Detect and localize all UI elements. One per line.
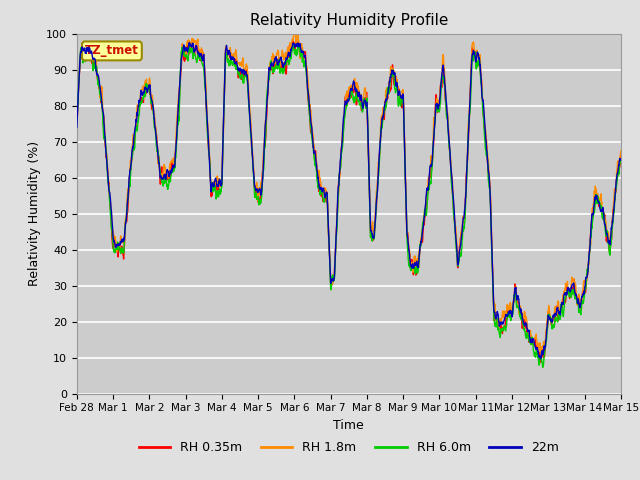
RH 6.0m [289,41,297,47]
RH 6.0m [323,192,331,197]
22m [617,157,625,163]
RH 6.0m [100,134,108,140]
RH 6.0m [617,159,625,165]
RH 6.0m [539,364,547,370]
22m [602,222,609,228]
22m [338,144,346,150]
RH 0.35m [617,153,625,158]
RH 1.8m [602,218,609,224]
RH 0.35m [537,360,545,365]
RH 0.35m [289,36,296,42]
22m [537,356,545,362]
RH 1.8m [100,127,108,133]
RH 1.8m [290,31,298,36]
22m [73,124,81,130]
RH 1.8m [338,144,346,150]
RH 0.35m [338,145,346,151]
Line: 22m: 22m [77,42,621,359]
RH 1.8m [73,110,81,116]
Line: RH 0.35m: RH 0.35m [77,39,621,362]
RH 0.35m [602,224,609,229]
X-axis label: Time: Time [333,419,364,432]
Legend: RH 0.35m, RH 1.8m, RH 6.0m, 22m: RH 0.35m, RH 1.8m, RH 6.0m, 22m [134,436,564,459]
22m [602,225,609,230]
Line: RH 1.8m: RH 1.8m [77,34,621,355]
Text: TZ_tmet: TZ_tmet [85,44,139,58]
RH 6.0m [73,118,81,123]
22m [186,39,193,45]
RH 0.35m [502,320,509,325]
RH 1.8m [502,311,509,317]
Line: RH 6.0m: RH 6.0m [77,44,621,367]
RH 1.8m [602,217,609,223]
RH 6.0m [602,228,609,233]
RH 1.8m [537,352,545,358]
22m [502,314,509,320]
RH 6.0m [338,150,346,156]
Y-axis label: Relativity Humidity (%): Relativity Humidity (%) [28,141,40,286]
22m [323,192,331,198]
RH 0.35m [323,191,331,196]
RH 6.0m [602,230,609,236]
RH 6.0m [502,327,509,333]
RH 1.8m [323,194,331,200]
RH 0.35m [73,129,81,134]
RH 0.35m [100,133,108,139]
RH 0.35m [602,223,609,229]
Title: Relativity Humidity Profile: Relativity Humidity Profile [250,13,448,28]
RH 1.8m [617,148,625,154]
22m [100,129,108,135]
